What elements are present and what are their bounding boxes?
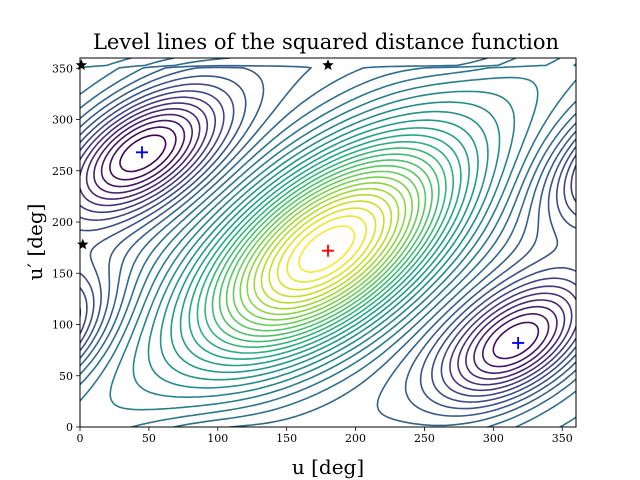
x-tick-label: 0 [77,432,84,445]
minimum-marker [512,336,525,349]
contour-line [119,134,167,173]
maximum-marker [322,244,334,257]
contour-line [225,165,427,332]
y-tick-label: 100 [52,319,73,332]
critical-point-markers [75,59,525,349]
contour-line [80,64,576,427]
contour-line [80,102,573,386]
x-tick-label: 250 [414,432,435,445]
x-tick-label: 350 [552,432,573,445]
contour-line [132,90,516,398]
y-tick-label: 250 [52,165,73,178]
saddle-marker [77,238,89,250]
y-tick-label: 50 [59,370,73,383]
x-tick-label: 150 [276,432,297,445]
contour-line [239,176,413,321]
contour-line [286,215,367,283]
y-axis-ticks: 0 50 100 150 200 250 300 350 [52,62,80,434]
contour-line [109,126,540,360]
y-tick-label: 0 [66,421,73,434]
contour-line [80,75,576,410]
y-axis-label: u′ [deg] [23,204,47,281]
contour-line [179,127,470,367]
contour-line [246,182,407,316]
contour-line [100,119,550,368]
x-tick-label: 200 [345,432,366,445]
y-tick-label: 300 [52,114,73,127]
contour-line [109,76,539,411]
saddle-marker [75,59,88,71]
contour-line [232,170,420,327]
contour-line [218,159,433,337]
contour-line [268,200,385,298]
chart-title: Level lines of the squared distance func… [93,30,559,54]
saddle-marker [322,59,334,71]
plot-frame [79,57,577,428]
contour-line [170,119,479,374]
contour-line [80,83,576,403]
contour-line [159,110,489,381]
contour-line [85,108,566,380]
contour-line [298,225,356,273]
y-tick-label: 150 [52,267,73,280]
x-tick-label: 50 [142,432,156,445]
x-tick-label: 100 [207,432,228,445]
x-axis-ticks: 0 50 100 150 200 250 300 350 [77,427,573,445]
contour-line [211,153,440,343]
y-tick-label: 350 [52,62,73,75]
contour-line [80,90,576,397]
contour-line [260,193,393,304]
contour-line [196,141,454,354]
contour-line [276,207,377,291]
x-tick-label: 300 [483,432,504,445]
y-tick-label: 200 [52,216,73,229]
minimum-marker [136,146,148,159]
contour-line [188,134,462,360]
x-axis-label: u [deg] [292,455,364,479]
contour-line [93,113,558,374]
contour-line [147,101,501,389]
contour-line [204,147,447,348]
contour-line [253,187,400,310]
